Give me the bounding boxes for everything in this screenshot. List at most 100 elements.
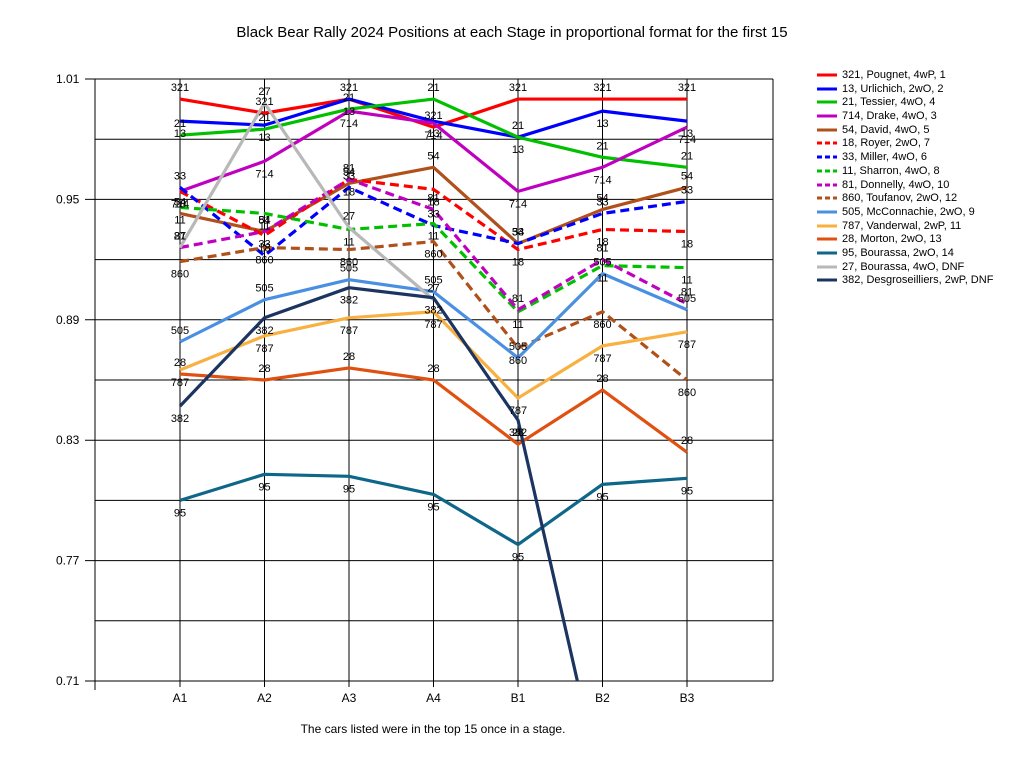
data-label: 787 bbox=[340, 325, 358, 337]
data-label: 382 bbox=[424, 305, 442, 317]
data-label: 382 bbox=[340, 295, 358, 307]
data-label: 860 bbox=[171, 269, 189, 281]
legend-item: 787, Vanderwal, 2wP, 11 bbox=[817, 220, 1017, 234]
x-tick-label: A1 bbox=[173, 691, 188, 705]
data-label: 18 bbox=[258, 243, 270, 255]
data-label: 54 bbox=[343, 166, 355, 178]
data-label: 21 bbox=[681, 150, 693, 162]
legend-label: 18, Royer, 2wO, 7 bbox=[842, 137, 931, 150]
data-label: 95 bbox=[343, 483, 355, 495]
data-label: 13 bbox=[343, 106, 355, 118]
legend-item: 33, Miller, 4wO, 6 bbox=[817, 151, 1017, 165]
chart-footnote: The cars listed were in the top 15 once … bbox=[300, 722, 566, 736]
legend-item: 860, Toufanov, 2wO, 12 bbox=[817, 192, 1017, 206]
data-label: 21 bbox=[596, 140, 608, 152]
data-label: 13 bbox=[596, 118, 608, 130]
legend-label: 81, Donnelly, 4wO, 10 bbox=[842, 178, 950, 191]
data-label: 787 bbox=[255, 343, 273, 355]
data-label: 321 bbox=[340, 82, 358, 94]
data-label: 321 bbox=[593, 82, 611, 94]
x-tick-label: A3 bbox=[342, 691, 357, 705]
series-line-860 bbox=[179, 239, 689, 382]
series-line-382 bbox=[178, 286, 580, 681]
data-label: 860 bbox=[678, 387, 696, 399]
data-label: 714 bbox=[424, 130, 442, 142]
data-label: 13 bbox=[174, 128, 186, 140]
data-label: 11 bbox=[512, 319, 523, 331]
legend-swatch bbox=[817, 114, 837, 118]
data-label: 860 bbox=[255, 255, 273, 267]
data-label: 21 bbox=[343, 92, 355, 104]
data-label: 382 bbox=[509, 427, 527, 439]
data-label: 321 bbox=[255, 96, 273, 108]
legend-swatch bbox=[817, 155, 837, 159]
data-label: 95 bbox=[427, 501, 439, 513]
y-tick-label: 1.01 bbox=[56, 72, 80, 86]
data-label: 860 bbox=[340, 257, 358, 269]
data-label: 81 bbox=[681, 287, 693, 299]
legend-label: 505, McConnachie, 2wO, 9 bbox=[842, 205, 975, 218]
data-label: 21 bbox=[512, 120, 524, 132]
data-label: 11 bbox=[343, 237, 354, 249]
data-label: 13 bbox=[258, 132, 270, 144]
data-label: 28 bbox=[512, 427, 524, 439]
legend-item: 321, Pougnet, 4wP, 1 bbox=[817, 69, 1017, 83]
data-label: 54 bbox=[427, 150, 439, 162]
data-label: 81 bbox=[596, 243, 608, 255]
legend-item: 382, Desgroseilliers, 2wP, DNF bbox=[817, 274, 1017, 300]
data-label: 13 bbox=[427, 128, 439, 140]
data-label: 505 bbox=[171, 325, 189, 337]
data-label: 714 bbox=[340, 118, 358, 130]
x-tick-label: A4 bbox=[426, 691, 441, 705]
data-label: 787 bbox=[593, 353, 611, 365]
legend-label: 382, Desgroseilliers, 2wP, DNF bbox=[842, 274, 994, 287]
data-label: 21 bbox=[174, 118, 186, 130]
data-label: 18 bbox=[427, 196, 439, 208]
x-tick-label: A2 bbox=[257, 691, 272, 705]
data-label: 787 bbox=[424, 319, 442, 331]
series-line-28 bbox=[179, 366, 688, 454]
data-label: 11 bbox=[681, 275, 692, 287]
legend-swatch bbox=[817, 265, 837, 269]
legend-label: 28, Morton, 2wO, 13 bbox=[842, 233, 942, 246]
series-line-13 bbox=[179, 97, 688, 139]
series-line-714 bbox=[179, 109, 688, 193]
legend-label: 13, Urlichich, 2wO, 2 bbox=[842, 82, 944, 95]
data-label: 33 bbox=[596, 196, 608, 208]
data-label: 11 bbox=[259, 220, 270, 232]
y-tick-label: 0.71 bbox=[56, 674, 80, 688]
series-line-21 bbox=[179, 97, 688, 169]
data-label: 33 bbox=[174, 170, 186, 182]
data-label: 27 bbox=[258, 86, 270, 98]
data-label: 95 bbox=[174, 507, 186, 519]
legend-label: 95, Bourassa, 2wO, 14 bbox=[842, 246, 954, 259]
legend-item: 714, Drake, 4wO, 3 bbox=[817, 110, 1017, 124]
data-label: 21 bbox=[427, 82, 439, 94]
legend-swatch bbox=[817, 237, 837, 241]
legend-swatch bbox=[817, 224, 837, 228]
data-label: 18 bbox=[512, 257, 524, 269]
data-label: 860 bbox=[424, 249, 442, 261]
data-label: 505 bbox=[509, 341, 527, 353]
data-label: 18 bbox=[596, 237, 608, 249]
legend-swatch bbox=[817, 183, 837, 186]
series-line-81 bbox=[179, 177, 688, 312]
legend: 321, Pougnet, 4wP, 1 13, Urlichich, 2wO, … bbox=[817, 69, 1017, 300]
data-label: 81 bbox=[174, 231, 186, 243]
legend-swatch bbox=[817, 73, 837, 77]
data-label: 505 bbox=[678, 293, 696, 305]
y-tick-label: 0.89 bbox=[56, 313, 80, 327]
data-label: 18 bbox=[174, 198, 186, 210]
legend-swatch bbox=[817, 278, 837, 282]
data-label: 33 bbox=[512, 227, 524, 239]
data-label: 95 bbox=[258, 481, 270, 493]
legend-swatch bbox=[817, 128, 837, 132]
legend-label: 787, Vanderwal, 2wP, 11 bbox=[842, 219, 962, 232]
data-label: 81 bbox=[427, 192, 439, 204]
series-line-505 bbox=[179, 272, 688, 360]
legend-item: 54, David, 4wO, 5 bbox=[817, 124, 1017, 138]
legend-label: 27, Bourassa, 4wO, DNF bbox=[842, 260, 965, 273]
data-label: 95 bbox=[681, 485, 693, 497]
legend-swatch bbox=[817, 210, 837, 214]
